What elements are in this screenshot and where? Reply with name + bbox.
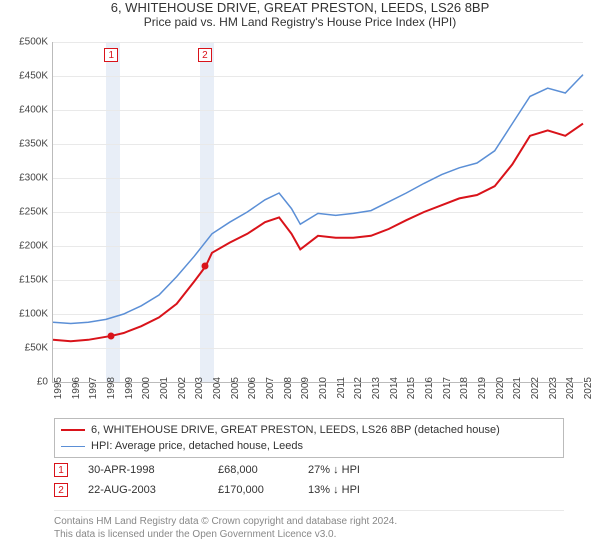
x-tick-label: 2011 (336, 377, 347, 407)
legend-box: 6, WHITEHOUSE DRIVE, GREAT PRESTON, LEED… (54, 418, 564, 458)
x-tick-label: 1997 (88, 377, 99, 407)
event-date-1: 30-APR-1998 (88, 464, 198, 476)
x-tick-label: 2009 (300, 377, 311, 407)
event-delta-1: 27% ↓ HPI (308, 464, 360, 476)
x-tick-label: 2025 (583, 377, 594, 407)
plot-marker-box: 1 (104, 48, 118, 62)
legend-label-property: 6, WHITEHOUSE DRIVE, GREAT PRESTON, LEED… (91, 424, 500, 436)
event-marker-1: 1 (54, 463, 68, 477)
x-tick-label: 2002 (177, 377, 188, 407)
line-series (53, 42, 583, 382)
x-tick-label: 2019 (477, 377, 488, 407)
x-tick-label: 2000 (141, 377, 152, 407)
x-tick-label: 2024 (565, 377, 576, 407)
event-delta-2: 13% ↓ HPI (308, 484, 360, 496)
x-tick-label: 2003 (194, 377, 205, 407)
event-row-1: 1 30-APR-1998 £68,000 27% ↓ HPI (54, 460, 564, 480)
event-price-1: £68,000 (218, 464, 288, 476)
y-tick-label: £250K (8, 207, 48, 218)
x-tick-label: 2008 (283, 377, 294, 407)
y-tick-label: £350K (8, 139, 48, 150)
chart-subtitle: Price paid vs. HM Land Registry's House … (0, 15, 600, 29)
series-property (53, 124, 583, 342)
legend-swatch-property (61, 429, 85, 431)
chart-container: 6, WHITEHOUSE DRIVE, GREAT PRESTON, LEED… (0, 0, 600, 560)
legend-label-hpi: HPI: Average price, detached house, Leed… (91, 440, 303, 452)
x-tick-label: 2017 (442, 377, 453, 407)
x-tick-label: 2007 (265, 377, 276, 407)
legend-item-hpi: HPI: Average price, detached house, Leed… (61, 438, 557, 454)
x-tick-label: 2012 (353, 377, 364, 407)
x-tick-label: 2014 (389, 377, 400, 407)
x-tick-label: 2023 (548, 377, 559, 407)
y-tick-label: £200K (8, 241, 48, 252)
y-tick-label: £500K (8, 37, 48, 48)
y-tick-label: £0 (8, 377, 48, 388)
plot-marker-dot (108, 332, 115, 339)
x-tick-label: 2018 (459, 377, 470, 407)
x-tick-label: 2004 (212, 377, 223, 407)
y-tick-label: £150K (8, 275, 48, 286)
event-table: 1 30-APR-1998 £68,000 27% ↓ HPI 2 22-AUG… (54, 460, 564, 500)
x-tick-label: 2001 (159, 377, 170, 407)
x-tick-label: 1999 (124, 377, 135, 407)
plot-marker-box: 2 (198, 48, 212, 62)
plot-marker-dot (201, 263, 208, 270)
x-tick-label: 1995 (53, 377, 64, 407)
event-date-2: 22-AUG-2003 (88, 484, 198, 496)
footer-line-2: This data is licensed under the Open Gov… (54, 528, 564, 541)
x-tick-label: 2022 (530, 377, 541, 407)
x-tick-label: 2006 (247, 377, 258, 407)
event-row-2: 2 22-AUG-2003 £170,000 13% ↓ HPI (54, 480, 564, 500)
y-tick-label: £50K (8, 343, 48, 354)
legend-item-property: 6, WHITEHOUSE DRIVE, GREAT PRESTON, LEED… (61, 422, 557, 438)
chart-title: 6, WHITEHOUSE DRIVE, GREAT PRESTON, LEED… (0, 0, 600, 15)
chart-area: £0 £50K £100K £150K £200K £250K £300K £350K £400… (8, 42, 592, 412)
x-tick-label: 2016 (424, 377, 435, 407)
x-tick-label: 2005 (230, 377, 241, 407)
y-tick-label: £100K (8, 309, 48, 320)
x-tick-label: 2020 (495, 377, 506, 407)
footer-line-1: Contains HM Land Registry data © Crown c… (54, 515, 564, 528)
x-tick-label: 2010 (318, 377, 329, 407)
legend-swatch-hpi (61, 446, 85, 447)
y-tick-label: £300K (8, 173, 48, 184)
x-tick-label: 2021 (512, 377, 523, 407)
series-hpi (53, 75, 583, 324)
x-tick-label: 2015 (406, 377, 417, 407)
x-tick-label: 1996 (71, 377, 82, 407)
x-tick-label: 2013 (371, 377, 382, 407)
x-tick-label: 1998 (106, 377, 117, 407)
event-marker-2: 2 (54, 483, 68, 497)
footer-attribution: Contains HM Land Registry data © Crown c… (54, 510, 564, 541)
event-price-2: £170,000 (218, 484, 288, 496)
y-tick-label: £400K (8, 105, 48, 116)
plot-region: 12 1995199619971998199920002001200220032… (52, 42, 583, 383)
y-tick-label: £450K (8, 71, 48, 82)
